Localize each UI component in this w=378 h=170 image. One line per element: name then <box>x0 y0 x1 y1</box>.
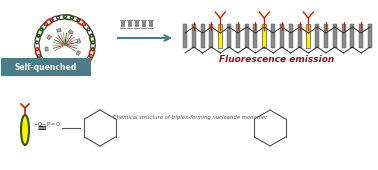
Bar <box>297 24 302 48</box>
Bar <box>227 24 231 48</box>
Bar <box>142 20 145 26</box>
Bar <box>350 24 355 48</box>
Bar <box>245 24 249 48</box>
Bar <box>76 50 81 55</box>
Bar <box>359 24 363 48</box>
Text: Fluorescence emission: Fluorescence emission <box>219 55 335 64</box>
Ellipse shape <box>21 115 29 145</box>
Bar <box>324 24 328 48</box>
Text: $-\mathrm{O-P=O}$: $-\mathrm{O-P=O}$ <box>33 120 61 128</box>
Text: Chemical structure of triplex-forming nucleotide monomer: Chemical structure of triplex-forming nu… <box>113 115 267 121</box>
Bar <box>68 30 73 34</box>
Bar <box>262 24 266 48</box>
Bar <box>201 24 204 48</box>
Bar <box>342 24 345 48</box>
Bar <box>47 35 52 40</box>
Bar <box>289 24 293 48</box>
Bar <box>271 24 275 48</box>
Text: =: = <box>37 122 47 134</box>
Bar <box>368 24 372 48</box>
Bar <box>315 24 319 48</box>
Bar <box>236 24 240 48</box>
Text: Self-quenched: Self-quenched <box>15 63 77 72</box>
Bar <box>149 20 152 26</box>
Bar <box>218 24 222 48</box>
Bar <box>77 39 81 43</box>
Bar <box>183 24 187 48</box>
Bar <box>209 24 214 48</box>
Bar <box>57 29 61 32</box>
Bar <box>121 20 124 26</box>
Bar <box>135 20 138 26</box>
FancyBboxPatch shape <box>1 58 91 76</box>
Bar <box>128 20 131 26</box>
Bar <box>280 24 284 48</box>
Bar <box>333 24 337 48</box>
Bar <box>306 24 310 48</box>
Bar <box>192 24 196 48</box>
Bar <box>254 24 257 48</box>
Bar <box>45 47 48 51</box>
